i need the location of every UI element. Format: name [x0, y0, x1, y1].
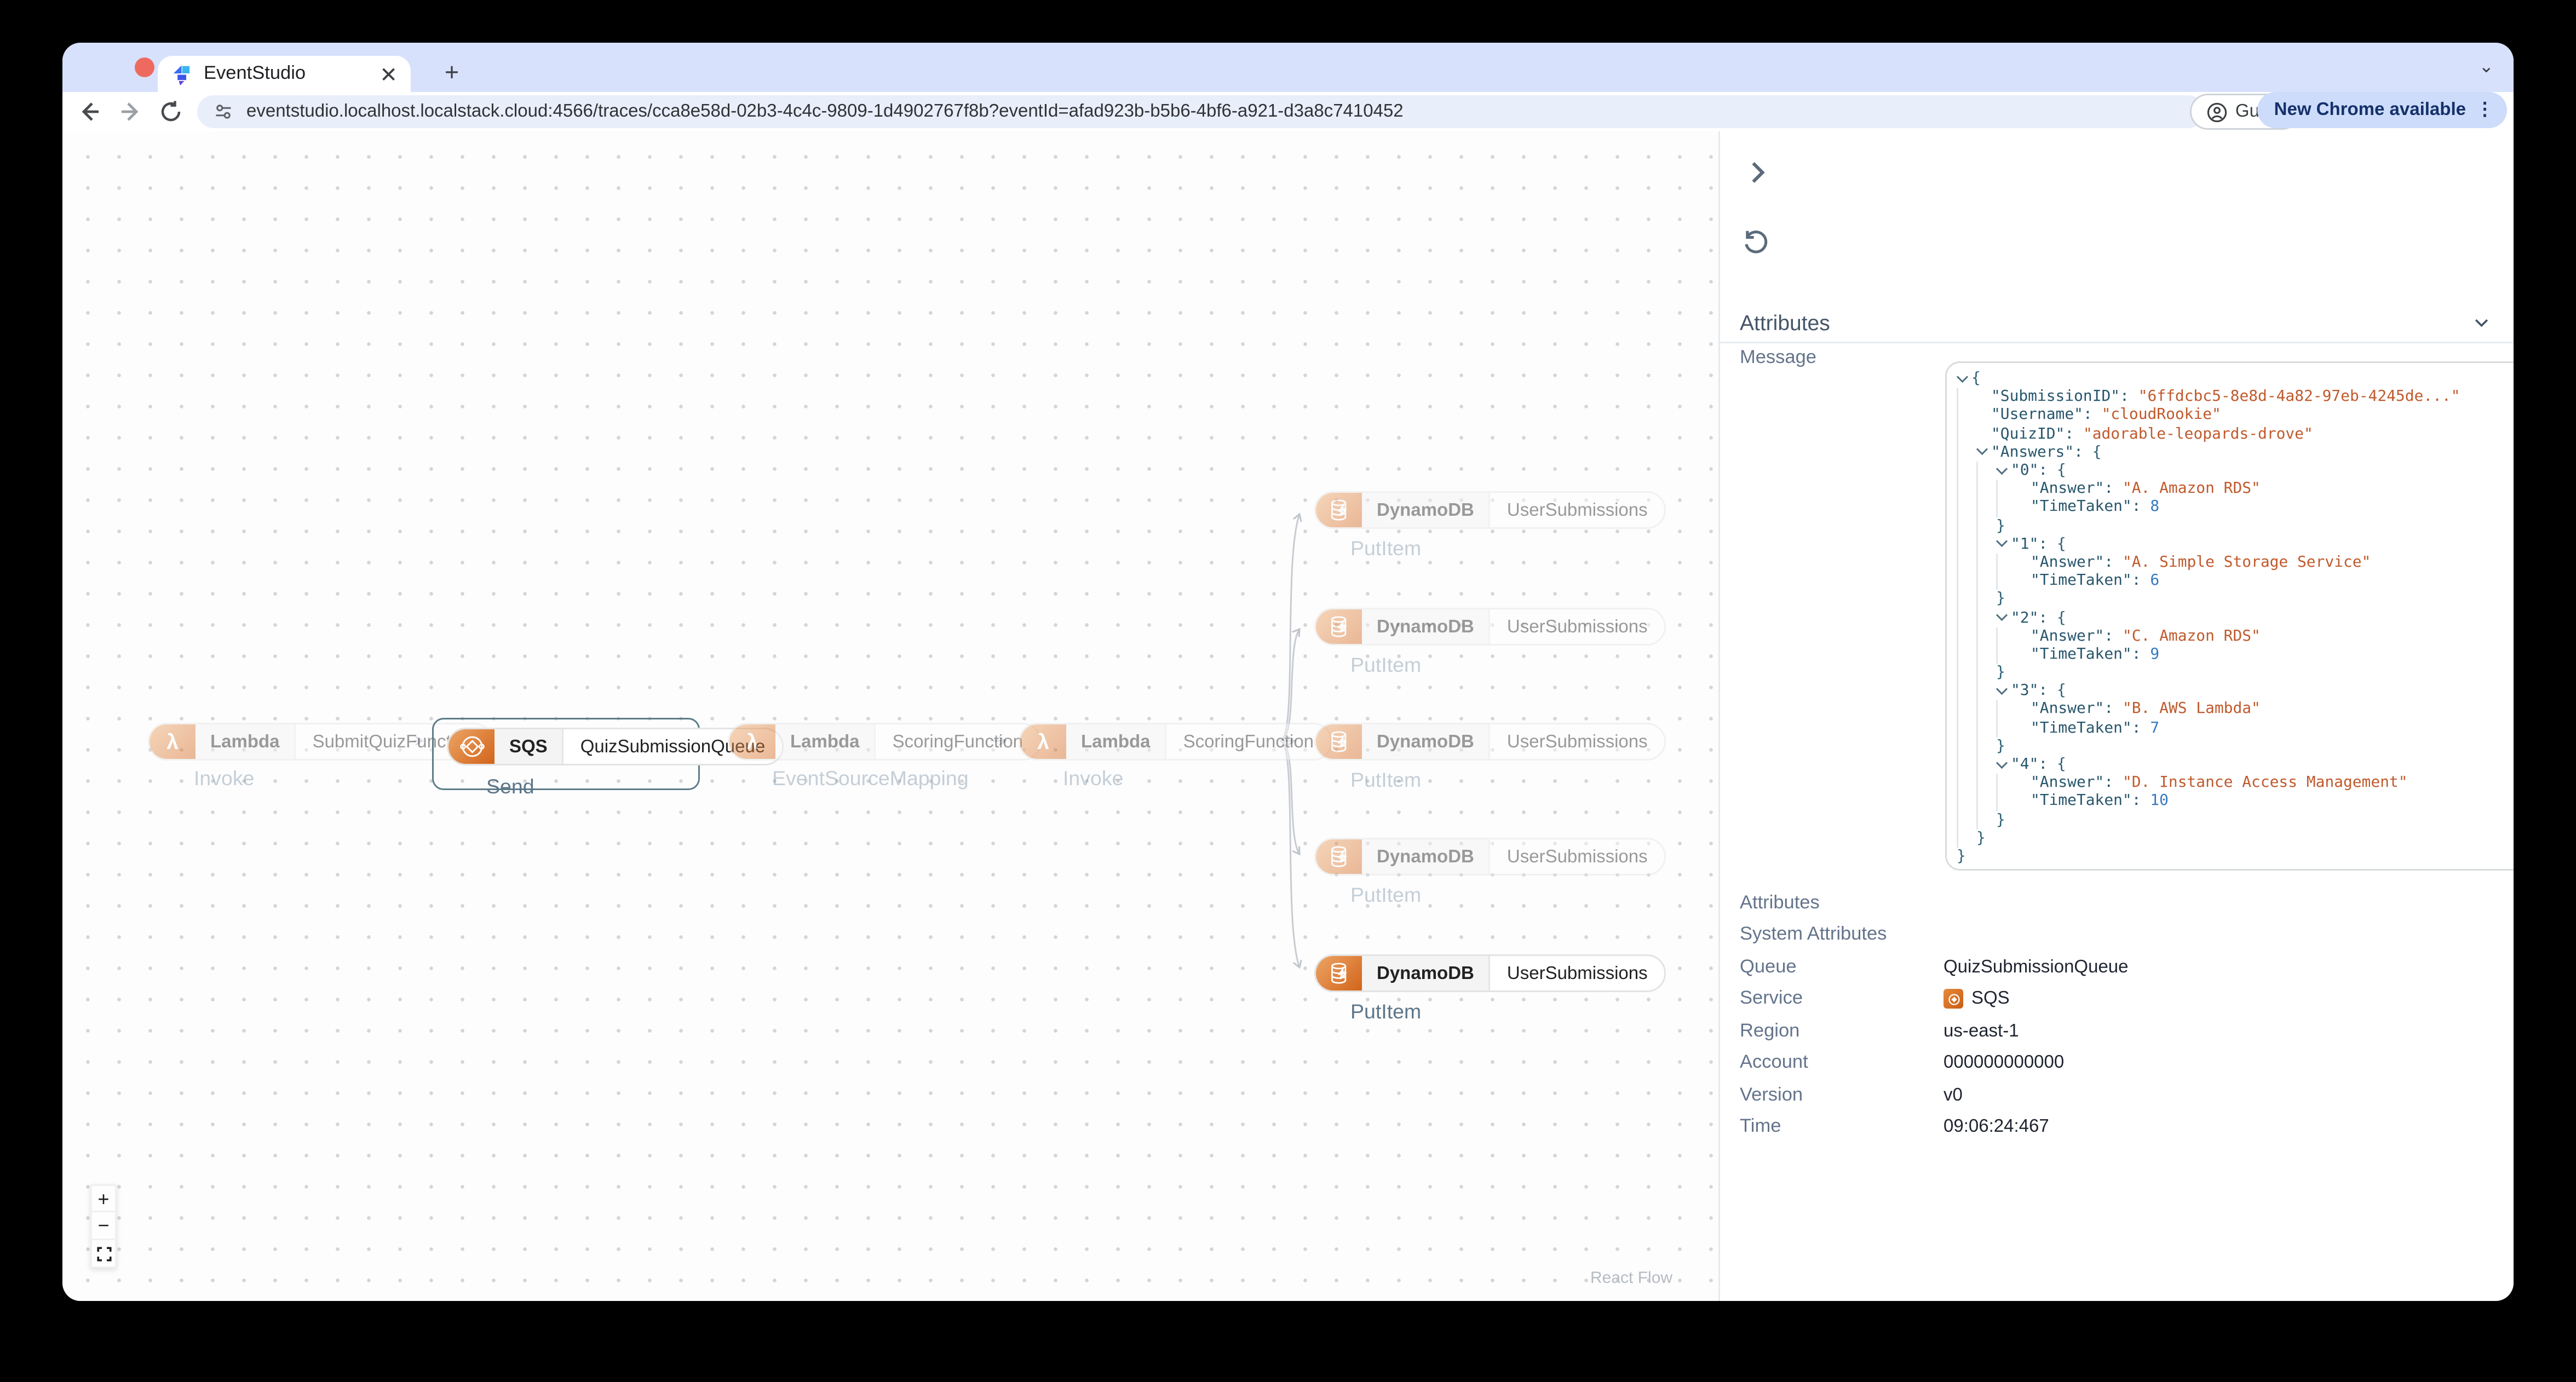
- node-name-badge: ScoringFunction: [1165, 724, 1331, 759]
- node-action-label: Send: [486, 775, 534, 798]
- url-text: eventstudio.localhost.localstack.cloud:4…: [246, 102, 1404, 122]
- node-service-label: Lambda: [196, 724, 295, 759]
- zoom-in-button[interactable]: +: [90, 1184, 117, 1212]
- reactflow-attribution[interactable]: React Flow: [1590, 1270, 1673, 1288]
- tab-strip: EventStudio ✕ + ⌄: [62, 43, 2514, 92]
- dynamodb-icon: [1316, 956, 1362, 991]
- tab-title: EventStudio: [204, 64, 306, 84]
- node-name-badge: UserSubmissions: [1488, 956, 1664, 991]
- attr-row-time: Time 09:06:24:467: [1740, 1117, 2049, 1137]
- flow-node-lambda-scoringfunction-invoke[interactable]: λ Lambda ScoringFunction Invoke: [1019, 723, 1332, 790]
- back-icon[interactable]: [76, 99, 102, 125]
- message-json-viewer[interactable]: {"SubmissionID": "6ffdcbc5-8e8d-4a82-97e…: [1945, 361, 2514, 871]
- sqs-service-icon: [1944, 989, 1963, 1009]
- node-service-label: SQS: [495, 729, 562, 764]
- browser-toolbar: eventstudio.localhost.localstack.cloud:4…: [62, 92, 2514, 133]
- node-action-label: PutItem: [1350, 769, 1422, 792]
- flow-node-dynamodb-3[interactable]: DynamoDB UserSubmissions PutItem: [1314, 723, 1666, 792]
- dynamodb-icon: [1316, 839, 1362, 874]
- message-label: Message: [1740, 348, 1817, 368]
- flow-node-sqs-selected[interactable]: SQS QuizSubmissionQueue Send: [432, 718, 784, 798]
- flow-node-dynamodb-5-active[interactable]: DynamoDB UserSubmissions PutItem: [1314, 954, 1666, 1023]
- tab-strip-chevron-icon[interactable]: ⌄: [2479, 57, 2494, 77]
- node-name-badge: ScoringFunction: [874, 724, 1040, 759]
- chrome-update-button[interactable]: New Chrome available ⋮: [2257, 92, 2507, 128]
- browser-window: EventStudio ✕ + ⌄ eventstudio.localhost.…: [62, 43, 2514, 1301]
- node-service-label: DynamoDB: [1362, 493, 1489, 527]
- attributes-section-title: Attributes: [1740, 310, 1830, 335]
- guest-avatar-icon: [2206, 102, 2227, 122]
- node-action-label: EventSourceMapping: [772, 767, 969, 790]
- kebab-menu-icon[interactable]: ⋮: [2476, 99, 2494, 119]
- node-service-label: DynamoDB: [1362, 609, 1489, 644]
- forward-icon[interactable]: [118, 99, 145, 125]
- lambda-icon: λ: [1020, 724, 1066, 759]
- tab-close-icon[interactable]: ✕: [380, 61, 398, 87]
- details-panel: Attributes Message {"SubmissionID": "6ff…: [1718, 131, 2514, 1301]
- flow-canvas[interactable]: λ Lambda SubmitQuizFunction Invoke: [62, 131, 1718, 1301]
- address-bar[interactable]: eventstudio.localhost.localstack.cloud:4…: [197, 95, 2205, 128]
- section-divider: [1720, 342, 2514, 343]
- flow-node-lambda-scoringfunction-esm[interactable]: λ Lambda ScoringFunction EventSourceMapp…: [728, 723, 1042, 790]
- node-service-label: DynamoDB: [1362, 956, 1489, 991]
- attr-row-region: Region us-east-1: [1740, 1021, 2019, 1041]
- window-close-button[interactable]: [135, 57, 154, 77]
- collapse-panel-icon[interactable]: [1743, 158, 1773, 187]
- fit-view-icon: [96, 1246, 111, 1261]
- fit-view-button[interactable]: [90, 1240, 117, 1268]
- sqs-icon: [449, 729, 495, 764]
- flow-node-dynamodb-2[interactable]: DynamoDB UserSubmissions PutItem: [1314, 608, 1666, 677]
- lambda-icon: λ: [150, 724, 196, 759]
- node-service-label: Lambda: [1066, 724, 1165, 759]
- node-action-label: PutItem: [1350, 537, 1422, 560]
- chrome-update-label: New Chrome available: [2274, 100, 2466, 120]
- browser-tab[interactable]: EventStudio ✕: [158, 56, 411, 92]
- flow-node-dynamodb-4[interactable]: DynamoDB UserSubmissions PutItem: [1314, 838, 1666, 907]
- attr-row-service: Service SQS: [1740, 989, 2010, 1009]
- node-service-label: DynamoDB: [1362, 839, 1489, 874]
- node-name-badge: UserSubmissions: [1488, 609, 1664, 644]
- attr-row-queue: Queue QuizSubmissionQueue: [1740, 957, 2129, 977]
- dynamodb-icon: [1316, 493, 1362, 527]
- attr-row-attributes: Attributes: [1740, 893, 1820, 913]
- node-action-label: PutItem: [1350, 654, 1422, 677]
- node-action-label: PutItem: [1350, 884, 1422, 907]
- node-action-label: Invoke: [1063, 767, 1124, 790]
- flow-node-lambda-submitquizfunction[interactable]: λ Lambda SubmitQuizFunction Invoke: [148, 723, 493, 790]
- site-settings-icon[interactable]: [214, 102, 233, 122]
- canvas-controls: + −: [90, 1184, 117, 1268]
- node-service-label: DynamoDB: [1362, 724, 1489, 759]
- zoom-out-button[interactable]: −: [90, 1212, 117, 1240]
- attr-row-account: Account 000000000000: [1740, 1053, 2065, 1073]
- node-name-badge: UserSubmissions: [1488, 724, 1664, 759]
- refresh-icon[interactable]: [1741, 227, 1771, 256]
- dynamodb-icon: [1316, 609, 1362, 644]
- node-name-badge: UserSubmissions: [1488, 839, 1664, 874]
- attr-row-system-attributes: System Attributes: [1740, 925, 1887, 945]
- node-action-label: Invoke: [194, 767, 255, 790]
- lambda-icon: λ: [729, 724, 775, 759]
- node-action-label: PutItem: [1350, 1000, 1422, 1023]
- section-chevron-down-icon[interactable]: [2473, 314, 2491, 332]
- reload-icon[interactable]: [158, 99, 184, 125]
- attr-row-version: Version v0: [1740, 1085, 1963, 1105]
- flow-edges: [414, 513, 1302, 969]
- flow-node-dynamodb-1[interactable]: DynamoDB UserSubmissions PutItem: [1314, 491, 1666, 560]
- attribute-rows: Attributes System Attributes Queue QuizS…: [1740, 887, 2496, 1143]
- dynamodb-icon: [1316, 724, 1362, 759]
- node-name-badge: UserSubmissions: [1488, 493, 1664, 527]
- eventstudio-favicon: [173, 64, 190, 85]
- new-tab-button[interactable]: +: [444, 59, 459, 87]
- node-service-label: Lambda: [775, 724, 875, 759]
- content-area: λ Lambda SubmitQuizFunction Invoke: [62, 131, 2514, 1301]
